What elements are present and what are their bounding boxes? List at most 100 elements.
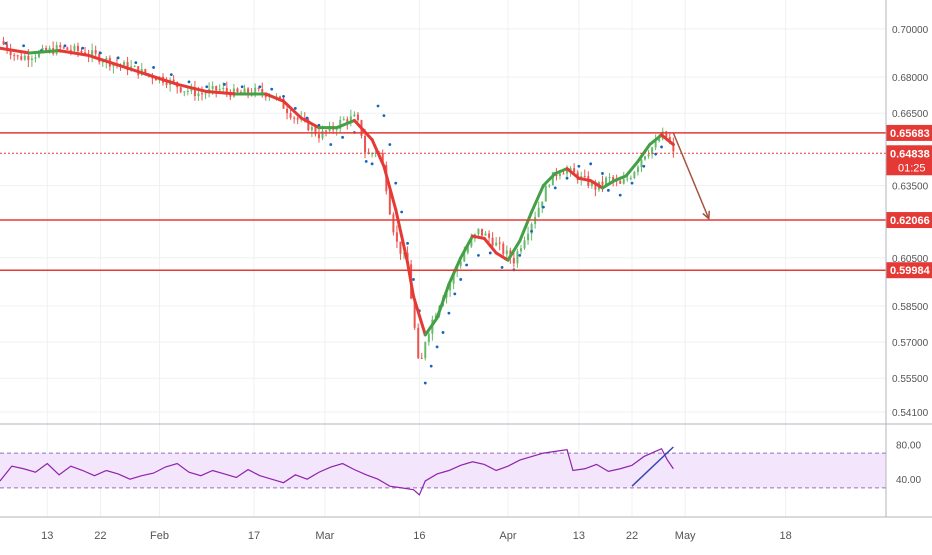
psar-dot [240,85,244,89]
candle-body [590,182,593,186]
candle-body [665,131,668,138]
candle-body [193,87,196,97]
ma-segment [57,49,91,57]
candle-body [310,126,313,131]
ma-segment [565,167,581,180]
candle-body [636,167,639,173]
candle-body [243,88,246,94]
ma-segment [577,176,593,183]
candle-body [364,135,367,153]
psar-dot [630,181,634,185]
candle-body [76,45,79,51]
forecast-arrow-head [702,210,711,221]
psar-dot [423,381,427,385]
ma-segment [116,63,150,77]
candle-body [37,51,40,58]
candle-body [605,177,608,185]
ma-segment [636,143,652,163]
candle-body [647,154,650,157]
psar-dot [477,253,480,257]
candle-body [516,251,519,264]
candle-body [612,177,615,181]
time-tick-label: Feb [150,530,169,542]
candle-body [339,120,342,129]
candle-body [165,82,168,85]
candle-body [186,91,189,93]
candle-body [225,88,228,92]
ma-segment [612,174,628,183]
candle-body [218,88,221,91]
candle-body [527,233,530,241]
candle-body [254,87,257,95]
candle-body [413,298,416,328]
candle-body [215,86,218,91]
ma-segment [205,90,238,96]
psar-dot [370,162,374,166]
price-tick-label: 0.63500 [892,182,929,193]
candle-body [452,271,455,284]
level-label: 0.59984 [890,265,931,277]
candle-body [488,233,491,238]
price-tick-label: 0.68000 [892,73,929,84]
ma-segment [518,210,534,243]
candle-body [420,358,423,360]
ma-segment [264,92,286,103]
psar-dot [376,104,380,108]
ma-segment [175,82,209,94]
candle-body [349,116,352,123]
candle-body [293,117,296,119]
candle-body [502,243,505,255]
psar-dot [329,143,333,146]
candle-body [62,47,65,49]
ma-segment [382,164,398,212]
candle-body [608,177,611,179]
price-tick-label: 0.57000 [892,338,929,349]
candle-body [2,40,5,45]
candle-body [644,156,647,160]
ma-segment [600,179,616,190]
psar-dot [341,135,344,139]
ma-segment [411,294,427,337]
level-tag [886,212,932,229]
candle-body [530,224,533,234]
psar-dot [412,278,415,281]
candle-body [59,45,62,48]
candle-body [321,130,324,139]
candle-body [491,237,494,246]
psar-dot [388,143,392,146]
candle-body [282,98,285,109]
candle-body [459,261,462,266]
psar-dot [618,193,622,197]
candle-body [480,228,483,236]
candle-body [640,159,643,168]
candle-body [222,88,225,90]
candle-body [356,114,359,121]
time-tick-label: 13 [573,530,585,542]
candle-body [296,118,299,120]
ma-segment [146,73,179,86]
psar-dot [459,278,463,281]
ma-segment [87,53,120,67]
candle-body [154,78,157,81]
candle-body [399,241,402,254]
psar-dot [453,292,457,296]
candle-body [601,181,604,185]
price-tick-label: 0.70000 [892,25,929,36]
psar-dot [429,364,433,368]
psar-dot [152,66,155,69]
candle-body [211,86,214,89]
price-tick-label: 0.58500 [892,302,929,313]
candle-body [126,62,129,71]
psar-dot [382,114,386,118]
candle-body [69,49,72,51]
psar-dot [589,162,593,166]
axes: 0.70000 0.68000 0.66500 0.63500 0.60500 0.585… [0,0,932,542]
candle-body [289,113,292,118]
rsi-series [0,447,674,496]
candle-body [16,55,19,57]
ma-segment [352,118,374,142]
ma-segment [541,171,557,187]
time-tick-label: Apr [499,530,516,542]
price-tick-label: 0.66500 [892,109,929,120]
